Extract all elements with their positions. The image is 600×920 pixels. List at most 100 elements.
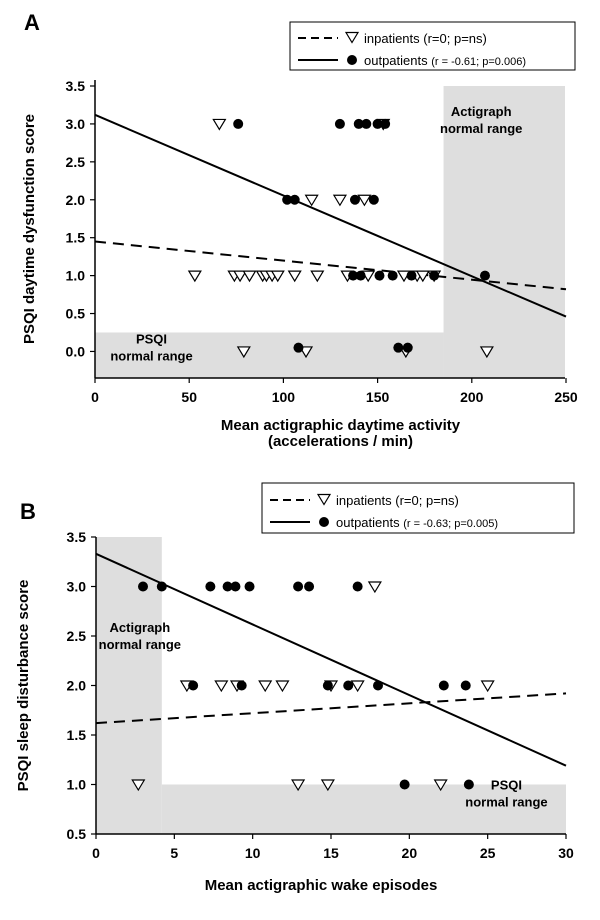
outpatients-point [368,194,379,205]
inpatients-legend-marker [316,493,332,506]
inpatients-point [433,779,448,792]
outpatients-point [380,118,391,129]
inpatients-point [214,680,229,693]
inpatients-point [242,270,257,283]
inpatients-point [332,194,347,207]
outpatients-point [343,680,354,691]
inpatients-point [187,270,202,283]
legend: inpatients (r=0; p=ns) outpatients (r = -… [289,21,576,71]
chart-panel-b: 0.5 1.0 1.5 2.0 2.5 3.0 3.5 0 5 10 15 20 25 30 Mean ac… [15,482,575,894]
y-axis-title: PSQI daytime dysfunction score [21,114,38,344]
region-label-sub: normal range [440,121,522,136]
outpatients-point [361,118,372,129]
y-tick-label: 0.0 [66,343,86,359]
outpatients-point [438,680,449,691]
region-label: PSQI [136,331,167,346]
outpatients-point [222,581,233,592]
y-tick-label: 3.5 [67,529,87,545]
outpatients-point [289,194,300,205]
y-tick-label: 1.0 [66,268,86,284]
y-tick-label: 1.5 [67,727,87,743]
outpatients-point [353,118,364,129]
y-tick-label: 1.5 [66,230,86,246]
outpatients-point [304,581,315,592]
outpatients-point [349,194,360,205]
outpatients-fit-line [95,552,567,767]
x-tick-label: 0 [91,389,99,405]
y-tick-label: 0.5 [67,826,87,842]
outpatients-point [479,270,490,281]
x-tick-label: 250 [554,389,578,405]
outpatients-point [293,581,304,592]
inpatients-legend-label: inpatients (r=0; p=ns) [364,31,487,46]
inpatients-point [350,680,365,693]
outpatients-legend-marker [347,55,357,65]
inpatients-point [479,346,494,359]
inpatients-point [310,270,325,283]
outpatients-point [236,680,247,691]
x-tick-label: 20 [402,845,418,861]
normal-range-region-2 [161,784,567,834]
legend-box [261,482,575,534]
x-tick-label: 200 [460,389,484,405]
outpatients-point [188,680,199,691]
x-axis-title-units: (accelerations / min) [268,433,413,450]
outpatients-point [293,342,304,353]
outpatients-legend-label: outpatients (r = -0.63; p=0.005) [336,515,498,530]
inpatients-point [258,680,273,693]
outpatients-point [373,680,383,691]
inpatients-point [415,270,430,283]
outpatients-point [334,118,345,129]
y-tick-label: 2.5 [67,628,87,644]
inpatients-point [320,779,335,792]
outpatients-legend-marker [319,517,329,527]
inpatients-point [287,270,302,283]
y-tick-label: 3.0 [66,116,86,132]
inpatients-point [270,270,285,283]
panel-label-a: A [24,10,40,35]
outpatients-point [348,270,359,281]
inpatients-point [367,581,382,594]
outpatients-point [355,270,366,281]
legend: inpatients (r=0; p=ns) outpatients (r = -… [261,482,575,534]
inpatients-point [480,680,495,693]
y-tick-label: 1.0 [67,777,87,793]
outpatients-fit-line [94,113,567,318]
outpatients-point [138,581,148,592]
outpatients-point [230,581,241,592]
region-label: PSQI [491,777,522,792]
outpatients-point [156,581,167,592]
outpatients-point [372,118,383,129]
outpatients-point [387,270,398,281]
outpatients-point [463,779,474,790]
inpatients-point [212,118,227,131]
chart-panel-a: 0.0 0.5 1.0 1.5 2.0 2.5 3.0 3.5 0 50 100 150 200 250 M… [21,21,578,450]
y-tick-label: 2.0 [67,678,87,694]
outpatients-point [282,194,293,205]
inpatients-point [357,194,372,207]
inpatients-fit-line [94,240,567,291]
y-tick-label: 0.5 [66,306,86,322]
y-axis-title: PSQI sleep disturbance score [15,580,32,792]
y-tick-label: 3.5 [66,78,86,94]
inpatients-point [304,194,319,207]
inpatients-fit-line [95,692,567,725]
outpatients-point [460,680,471,691]
inpatients-point [233,270,248,283]
legend-box [289,21,576,71]
outpatients-point [402,342,413,353]
normal-range-region-1 [96,537,162,834]
x-tick-label: 15 [323,845,339,861]
inpatients-point [275,680,290,693]
outpatients-point [406,270,417,281]
y-tick-label: 2.0 [66,192,86,208]
panel-label-b: B [20,499,36,524]
region-label: Actigraph [110,620,171,635]
inpatients-legend-marker [344,31,360,44]
region-label: Actigraph [451,104,512,119]
normal-range-region-1 [443,86,565,378]
x-tick-label: 50 [181,389,197,405]
outpatients-legend-label: outpatients (r = -0.61; p=0.006) [364,53,526,68]
x-tick-label: 25 [480,845,496,861]
